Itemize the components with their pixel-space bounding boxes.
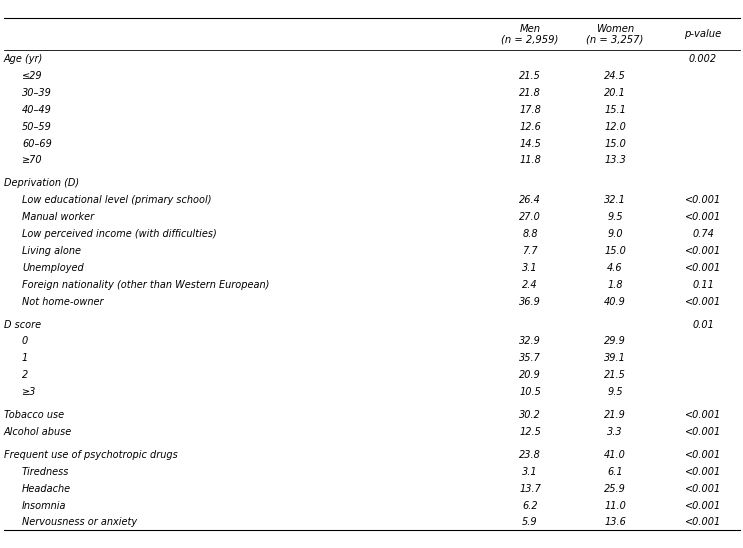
Text: (n = 3,257): (n = 3,257): [586, 34, 643, 44]
Text: 26.4: 26.4: [519, 196, 541, 206]
Text: 15.0: 15.0: [604, 246, 626, 256]
Text: Low educational level (primary school): Low educational level (primary school): [22, 196, 212, 206]
Text: 0: 0: [22, 336, 28, 346]
Text: Alcohol abuse: Alcohol abuse: [4, 427, 72, 437]
Text: ≥3: ≥3: [22, 387, 36, 397]
Text: 30–39: 30–39: [22, 88, 52, 98]
Text: 29.9: 29.9: [604, 336, 626, 346]
Text: Deprivation (D): Deprivation (D): [4, 179, 79, 189]
Text: 11.0: 11.0: [604, 500, 626, 511]
Text: <0.001: <0.001: [685, 484, 721, 494]
Text: 10.5: 10.5: [519, 387, 541, 397]
Text: ≥70: ≥70: [22, 156, 42, 165]
Text: <0.001: <0.001: [685, 212, 721, 222]
Text: 12.6: 12.6: [519, 122, 541, 132]
Text: 3.1: 3.1: [522, 467, 538, 477]
Text: Men: Men: [519, 24, 541, 34]
Text: 9.0: 9.0: [607, 229, 623, 239]
Text: 4.6: 4.6: [607, 263, 623, 273]
Text: (n = 2,959): (n = 2,959): [502, 34, 559, 44]
Text: 21.5: 21.5: [519, 71, 541, 81]
Text: 0.002: 0.002: [689, 54, 717, 64]
Text: D score: D score: [4, 319, 41, 329]
Text: 21.5: 21.5: [604, 370, 626, 380]
Text: ≤29: ≤29: [22, 71, 42, 81]
Text: 15.1: 15.1: [604, 105, 626, 115]
Text: Tobacco use: Tobacco use: [4, 410, 64, 420]
Text: 41.0: 41.0: [604, 450, 626, 460]
Text: Low perceived income (with difficulties): Low perceived income (with difficulties): [22, 229, 217, 239]
Text: 21.8: 21.8: [519, 88, 541, 98]
Text: 21.9: 21.9: [604, 410, 626, 420]
Text: 3.1: 3.1: [522, 263, 538, 273]
Text: 2.4: 2.4: [522, 279, 538, 290]
Text: <0.001: <0.001: [685, 467, 721, 477]
Text: 7.7: 7.7: [522, 246, 538, 256]
Text: 20.9: 20.9: [519, 370, 541, 380]
Text: 0.74: 0.74: [692, 229, 714, 239]
Text: <0.001: <0.001: [685, 517, 721, 527]
Text: 9.5: 9.5: [607, 212, 623, 222]
Text: Frequent use of psychotropic drugs: Frequent use of psychotropic drugs: [4, 450, 178, 460]
Text: 8.8: 8.8: [522, 229, 538, 239]
Text: 3.3: 3.3: [607, 427, 623, 437]
Text: <0.001: <0.001: [685, 500, 721, 511]
Text: 23.8: 23.8: [519, 450, 541, 460]
Text: 12.5: 12.5: [519, 427, 541, 437]
Text: 30.2: 30.2: [519, 410, 541, 420]
Text: 13.6: 13.6: [604, 517, 626, 527]
Text: 36.9: 36.9: [519, 296, 541, 306]
Text: 2: 2: [22, 370, 28, 380]
Text: Foreign nationality (other than Western European): Foreign nationality (other than Western …: [22, 279, 270, 290]
Text: 25.9: 25.9: [604, 484, 626, 494]
Text: <0.001: <0.001: [685, 450, 721, 460]
Text: Nervousness or anxiety: Nervousness or anxiety: [22, 517, 137, 527]
Text: Living alone: Living alone: [22, 246, 81, 256]
Text: 60–69: 60–69: [22, 139, 52, 149]
Text: 12.0: 12.0: [604, 122, 626, 132]
Text: 24.5: 24.5: [604, 71, 626, 81]
Text: 1.8: 1.8: [607, 279, 623, 290]
Text: p-value: p-value: [684, 29, 721, 39]
Text: Age (yr): Age (yr): [4, 54, 43, 64]
Text: 15.0: 15.0: [604, 139, 626, 149]
Text: 20.1: 20.1: [604, 88, 626, 98]
Text: <0.001: <0.001: [685, 296, 721, 306]
Text: 17.8: 17.8: [519, 105, 541, 115]
Text: Tiredness: Tiredness: [22, 467, 69, 477]
Text: 27.0: 27.0: [519, 212, 541, 222]
Text: 14.5: 14.5: [519, 139, 541, 149]
Text: 40–49: 40–49: [22, 105, 52, 115]
Text: 32.1: 32.1: [604, 196, 626, 206]
Text: Insomnia: Insomnia: [22, 500, 67, 511]
Text: 39.1: 39.1: [604, 353, 626, 363]
Text: <0.001: <0.001: [685, 196, 721, 206]
Text: 35.7: 35.7: [519, 353, 541, 363]
Text: <0.001: <0.001: [685, 427, 721, 437]
Text: 32.9: 32.9: [519, 336, 541, 346]
Text: Headache: Headache: [22, 484, 71, 494]
Text: 6.1: 6.1: [607, 467, 623, 477]
Text: 6.2: 6.2: [522, 500, 538, 511]
Text: 40.9: 40.9: [604, 296, 626, 306]
Text: 50–59: 50–59: [22, 122, 52, 132]
Text: 5.9: 5.9: [522, 517, 538, 527]
Text: 9.5: 9.5: [607, 387, 623, 397]
Text: 13.7: 13.7: [519, 484, 541, 494]
Text: 11.8: 11.8: [519, 156, 541, 165]
Text: Not home-owner: Not home-owner: [22, 296, 103, 306]
Text: <0.001: <0.001: [685, 246, 721, 256]
Text: Women: Women: [596, 24, 634, 34]
Text: <0.001: <0.001: [685, 410, 721, 420]
Text: 0.01: 0.01: [692, 319, 714, 329]
Text: Manual worker: Manual worker: [22, 212, 94, 222]
Text: <0.001: <0.001: [685, 263, 721, 273]
Text: 1: 1: [22, 353, 28, 363]
Text: 0.11: 0.11: [692, 279, 714, 290]
Text: 13.3: 13.3: [604, 156, 626, 165]
Text: Unemployed: Unemployed: [22, 263, 84, 273]
